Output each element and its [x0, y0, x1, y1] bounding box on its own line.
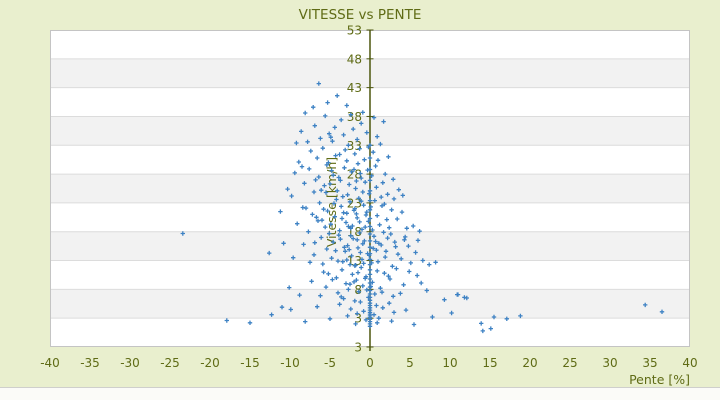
x-tick-label: 25 [562, 356, 577, 370]
x-tick-label: 15 [482, 356, 497, 370]
x-tick-label: 35 [642, 356, 657, 370]
x-tick-label: 0 [366, 356, 374, 370]
x-axis-title: Pente [%] [629, 372, 690, 387]
data-points-layer [180, 81, 665, 334]
x-tick-label: 30 [602, 356, 617, 370]
y-tick-label: 48 [347, 52, 362, 66]
x-tick-label: -35 [80, 356, 100, 370]
x-tick-label: -15 [240, 356, 260, 370]
y-axis-title: Vitesse [km/h] [324, 157, 339, 247]
x-tick-label: -10 [280, 356, 300, 370]
y-tick-label: 38 [347, 110, 362, 124]
x-tick-label: 10 [442, 356, 457, 370]
x-tick-label: 40 [682, 356, 697, 370]
x-tick-label: 20 [522, 356, 537, 370]
x-tick-label: -30 [120, 356, 140, 370]
x-tick-label: 5 [406, 356, 414, 370]
y-axis-edge-label: 3 [354, 341, 362, 355]
y-tick-label: 53 [347, 24, 362, 38]
x-tick-label: -20 [200, 356, 220, 370]
x-tick-label: -5 [324, 356, 336, 370]
footer-strip [0, 388, 720, 400]
x-tick-label: -40 [40, 356, 60, 370]
x-tick-label: -25 [160, 356, 180, 370]
y-tick-label: 3 [354, 312, 362, 326]
y-tick-label: 43 [347, 81, 362, 95]
scatter-points [180, 81, 665, 334]
y-tick-label: 28 [347, 168, 362, 182]
chart-title: VITESSE vs PENTE [299, 7, 422, 23]
